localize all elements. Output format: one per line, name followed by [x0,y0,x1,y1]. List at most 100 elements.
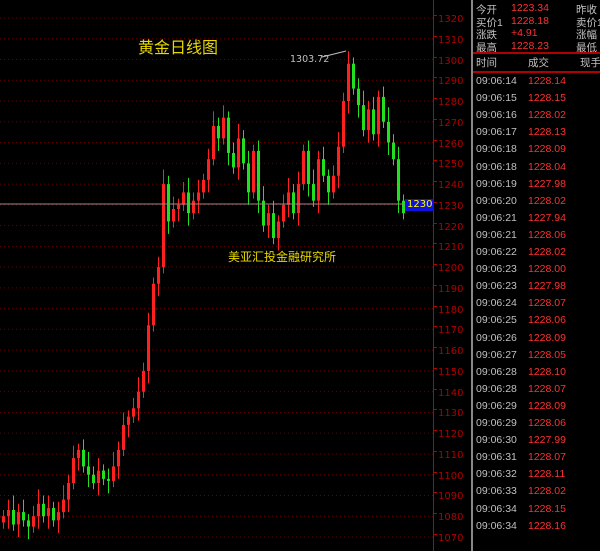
tick-time: 09:06:19 [476,177,517,190]
tick-time: 09:06:18 [476,143,517,156]
y-tick-label: 1210 [433,242,464,254]
candle-body [352,63,355,89]
y-tick-label: 1100 [433,470,464,482]
candle-body [397,159,400,201]
tick-row: 09:06:14 1228.14 [473,75,600,92]
candle-body [392,142,395,160]
tick-row: 09:06:23 1227.98 [473,280,600,297]
candle-body [372,109,375,135]
candle-body [167,184,170,222]
candle-body [207,159,210,180]
candle-body [267,213,270,226]
tick-price: 1228.04 [528,160,566,173]
quote-label: 今开 [476,4,497,16]
tick-price: 1227.98 [528,280,566,293]
candle-body [227,117,230,153]
candle-body [77,449,80,459]
candle-body [302,150,305,185]
tick-row: 09:06:28 1228.07 [473,383,600,400]
y-tick-label: 1130 [433,408,464,420]
tick-time: 09:06:16 [476,109,517,122]
tick-price: 1228.07 [528,451,566,464]
tick-row: 09:06:29 1228.06 [473,417,600,434]
header-price: 成交 [528,57,549,69]
watermark: 美亚汇投金融研究所 [228,250,337,264]
tick-row: 09:06:24 1228.07 [473,297,600,314]
y-tick-label: 1270 [433,117,464,129]
tick-row: 09:06:21 1227.94 [473,212,600,229]
header-time: 时间 [476,57,497,69]
candle-body [282,204,285,222]
candle-body [342,101,345,147]
header-volume: 现手 [580,57,600,69]
candle-body [357,88,360,106]
tick-price: 1228.05 [528,348,566,361]
tick-row: 09:06:25 1228.06 [473,314,600,331]
tick-time: 09:06:25 [476,314,517,327]
candle-body [132,408,135,417]
candle-body [82,449,85,467]
tick-time: 09:06:28 [476,382,517,395]
y-tick-label: 1250 [433,159,464,171]
tick-time: 09:06:27 [476,348,517,361]
tick-time: 09:06:30 [476,434,517,447]
tick-row: 09:06:15 1228.15 [473,92,600,109]
candle-body [32,516,35,527]
tick-time: 09:06:33 [476,485,517,498]
y-tick-label: 1070 [433,533,464,544]
tick-time: 09:06:31 [476,451,517,464]
y-tick-label: 1230 [433,200,464,212]
y-tick-label: 1300 [433,55,464,67]
candle-body [162,184,165,268]
y-tick-label: 1190 [433,283,464,295]
candle-body [17,512,20,525]
candle-body [402,200,405,214]
tick-row: 09:06:18 1228.09 [473,143,600,160]
candle-body [377,96,380,135]
tick-time: 09:06:20 [476,194,517,207]
tick-price: 1227.99 [528,434,566,447]
candle-body [107,478,110,481]
quote-value: 1223.34 [511,2,549,14]
y-tick-label: 1200 [433,263,464,275]
candle-body [102,470,105,479]
tick-row: 09:06:31 1228.07 [473,451,600,468]
y-tick-label: 1290 [433,76,464,88]
candle-body [287,192,290,205]
chart-title: 黄金日线图 [138,38,219,57]
y-tick-label: 1180 [433,304,464,316]
candle-body [252,150,255,193]
tick-time: 09:06:22 [476,246,517,258]
tick-row: 09:06:28 1228.10 [473,366,600,383]
candle-body [7,510,10,517]
candle-body [332,175,335,193]
candle-body [97,470,100,484]
divider [473,71,600,73]
candle-body [317,159,320,201]
candlestick-chart[interactable] [0,0,433,551]
tick-price: 1228.11 [528,468,566,481]
tick-price: 1228.02 [528,485,566,498]
tick-time: 09:06:15 [476,92,517,105]
tick-row: 09:06:29 1228.09 [473,400,600,417]
candle-body [387,121,390,143]
quote-label: 涨跌 [476,29,497,41]
tick-row: 09:06:22 1228.02 [473,246,600,263]
tick-row: 09:06:21 1228.06 [473,229,600,246]
tick-time: 09:06:21 [476,228,517,241]
candle-body [42,503,45,517]
high-annotation: 1303.72 [290,54,330,65]
y-tick-label: 1120 [433,429,464,441]
candle-body [237,138,240,168]
candle-body [292,192,295,214]
candle-body [212,125,215,160]
candle-body [87,466,90,475]
candle-body [12,510,15,525]
tick-price: 1228.02 [528,194,566,207]
candle-body [347,63,350,102]
tick-row: 09:06:34 1228.15 [473,503,600,520]
tick-time: 09:06:29 [476,399,517,412]
candle-body [277,221,280,239]
candle-body [307,150,310,185]
